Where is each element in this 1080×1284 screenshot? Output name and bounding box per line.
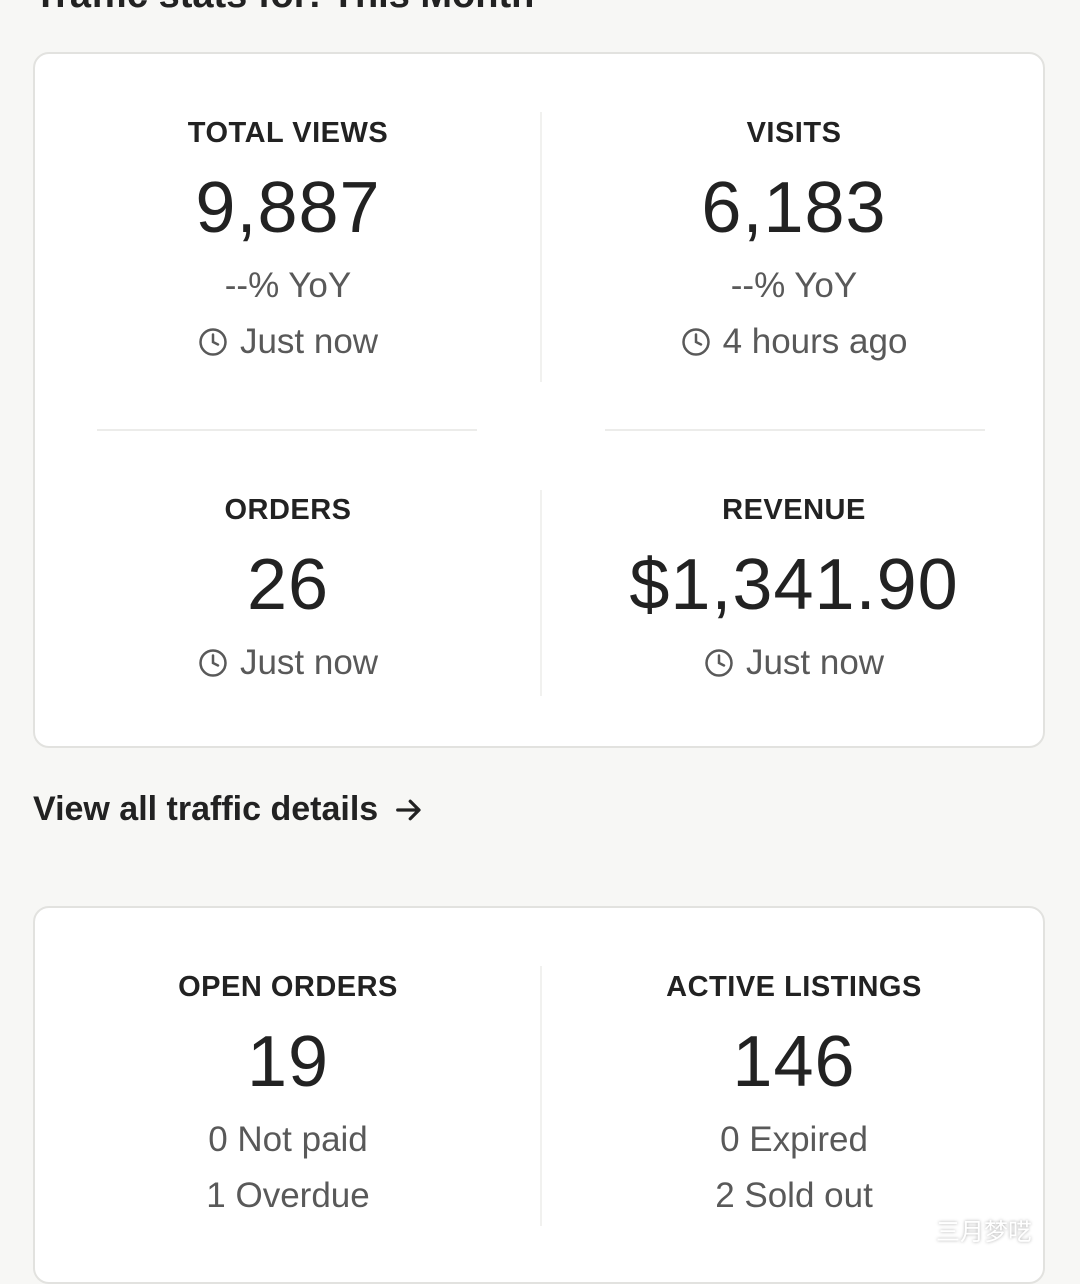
column-divider xyxy=(540,490,542,696)
orders-updated-text: Just now xyxy=(239,643,379,682)
active-listings-stat[interactable]: ACTIVE LISTINGS 146 0 Expired 2 Sold out xyxy=(541,970,1047,1224)
arrow-right-icon xyxy=(396,799,421,820)
revenue-value: $1,341.90 xyxy=(629,545,959,625)
revenue-updated-text: Just now xyxy=(745,643,885,682)
traffic-stats-card: TOTAL VIEWS 9,887 --% YoY Just now VISIT… xyxy=(33,52,1045,748)
column-divider xyxy=(540,112,542,382)
total-views-label: TOTAL VIEWS xyxy=(187,117,389,149)
total-views-stat[interactable]: TOTAL VIEWS 9,887 --% YoY Just now xyxy=(35,116,541,374)
wechat-icon xyxy=(893,1215,927,1243)
active-listings-sold-out: 2 Sold out xyxy=(715,1176,873,1215)
visits-value: 6,183 xyxy=(701,168,887,248)
visits-yoy: --% YoY xyxy=(730,266,858,305)
clock-icon xyxy=(199,328,227,356)
row-divider xyxy=(605,429,985,431)
active-listings-value: 146 xyxy=(732,1022,856,1102)
visits-updated: 4 hours ago xyxy=(681,314,908,370)
revenue-stat[interactable]: REVENUE $1,341.90 Just now xyxy=(541,493,1047,695)
open-orders-overdue: 1 Overdue xyxy=(206,1176,370,1215)
visits-updated-text: 4 hours ago xyxy=(722,322,908,361)
orders-stat[interactable]: ORDERS 26 Just now xyxy=(35,493,541,695)
revenue-label: REVENUE xyxy=(722,494,866,526)
page-title: Traffic stats for: This Month xyxy=(34,0,534,17)
total-views-yoy: --% YoY xyxy=(224,266,352,305)
clock-icon xyxy=(705,649,733,677)
orders-label: ORDERS xyxy=(224,494,352,526)
visits-label: VISITS xyxy=(746,117,842,149)
active-listings-expired: 0 Expired xyxy=(720,1120,868,1159)
clock-icon xyxy=(681,328,710,356)
clock-icon xyxy=(199,649,227,677)
open-orders-label: OPEN ORDERS xyxy=(178,971,398,1003)
total-views-value: 9,887 xyxy=(195,168,381,248)
visits-stat[interactable]: VISITS 6,183 --% YoY 4 hours ago xyxy=(541,116,1047,374)
view-all-traffic-link[interactable]: View all traffic details xyxy=(33,790,426,829)
shop-summary-card: OPEN ORDERS 19 0 Not paid 1 Overdue ACTI… xyxy=(33,906,1045,1284)
orders-value: 26 xyxy=(246,545,330,625)
view-all-traffic-label: View all traffic details xyxy=(33,790,379,828)
row-divider xyxy=(97,429,477,431)
revenue-updated: Just now xyxy=(704,635,884,691)
total-views-updated: Just now xyxy=(198,314,378,370)
open-orders-value: 19 xyxy=(246,1022,330,1102)
watermark-text: 三月梦呓 xyxy=(936,1219,1032,1246)
total-views-updated-text: Just now xyxy=(239,322,379,361)
watermark: 三月梦呓 xyxy=(892,1212,1032,1247)
column-divider xyxy=(540,966,542,1226)
open-orders-not-paid: 0 Not paid xyxy=(208,1120,368,1159)
active-listings-label: ACTIVE LISTINGS xyxy=(666,971,922,1003)
orders-updated: Just now xyxy=(198,635,378,691)
open-orders-stat[interactable]: OPEN ORDERS 19 0 Not paid 1 Overdue xyxy=(35,970,541,1224)
